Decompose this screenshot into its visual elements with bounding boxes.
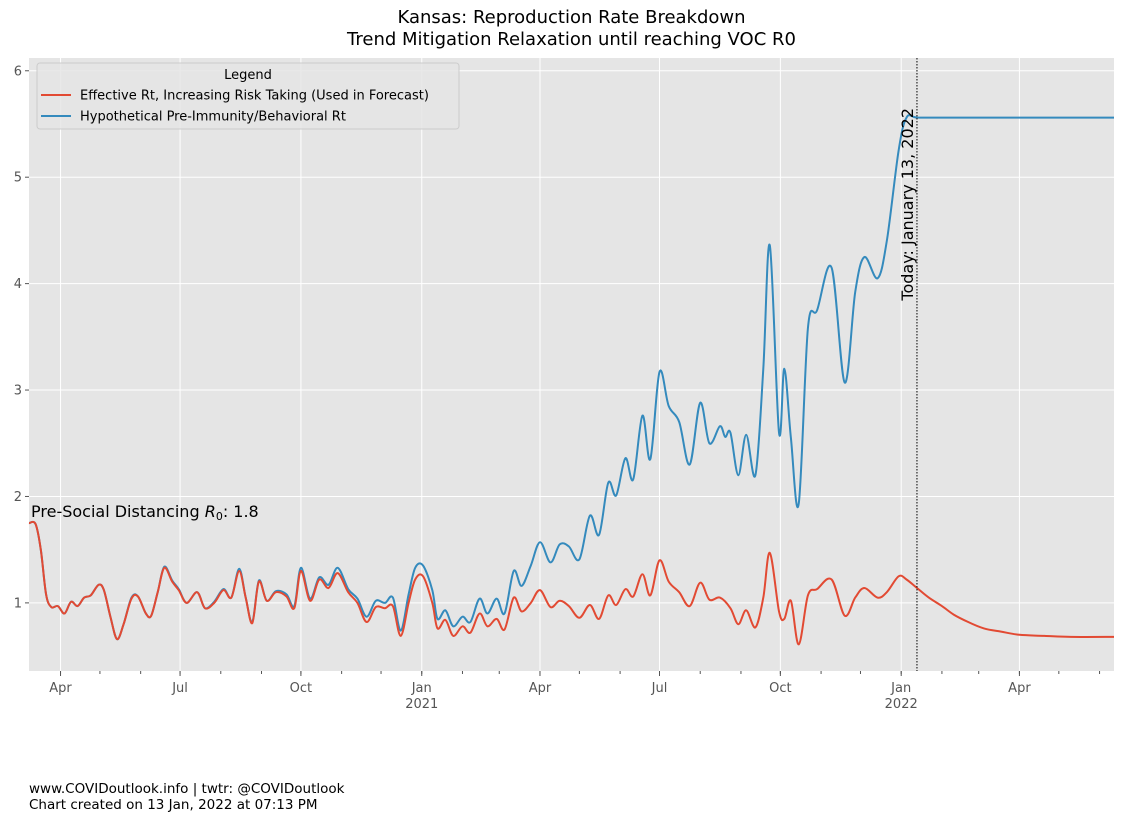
footer-created: Chart created on 13 Jan, 2022 at 07:13 P…: [29, 797, 318, 813]
y-tick-label: 6: [14, 64, 22, 79]
legend: Legend Effective Rt, Increasing Risk Taki…: [36, 62, 460, 130]
legend-title: Legend: [224, 68, 272, 83]
legend-box: [36, 62, 460, 130]
y-tick-label: 2: [14, 490, 22, 505]
chart-subtitle: Trend Mitigation Relaxation until reachi…: [347, 29, 796, 50]
plot-area: [29, 58, 1114, 671]
y-tick-label: 5: [14, 171, 22, 186]
y-tick-label: 3: [14, 384, 22, 399]
footer-site: www.COVIDoutlook.info | twtr: @COVIDoutl…: [29, 781, 345, 797]
legend-label: Effective Rt, Increasing Risk Taking (Us…: [80, 89, 429, 104]
legend-label: Hypothetical Pre-Immunity/Behavioral Rt: [80, 110, 346, 125]
x-tick-year-label: 2022: [885, 697, 918, 712]
y-tick-label: 1: [14, 596, 22, 611]
x-tick-label: Jan: [411, 681, 432, 696]
series-layer: [28, 114, 1115, 646]
x-tick-year-label: 2021: [405, 697, 438, 712]
y-tick-label: 4: [14, 277, 22, 292]
x-tick-label: Oct: [290, 681, 312, 696]
x-tick-label: Oct: [769, 681, 791, 696]
x-tick-label: Jan: [890, 681, 911, 696]
chart-title: Kansas: Reproduction Rate Breakdown: [397, 7, 746, 28]
series-line-effective-rt: [28, 520, 1115, 646]
x-tick-label: Apr: [1008, 681, 1031, 696]
overlay: Today: January 13, 2022 Pre-Social Distan…: [31, 58, 918, 671]
grid: [29, 58, 1114, 671]
x-tick-label: Jul: [171, 681, 188, 696]
x-tick-label: Jul: [651, 681, 668, 696]
pre-social-distancing-annotation: Pre-Social Distancing R0: 1.8: [31, 502, 259, 523]
today-marker-label: Today: January 13, 2022: [898, 108, 917, 302]
x-tick-label: Apr: [49, 681, 72, 696]
x-tick-label: Apr: [529, 681, 552, 696]
